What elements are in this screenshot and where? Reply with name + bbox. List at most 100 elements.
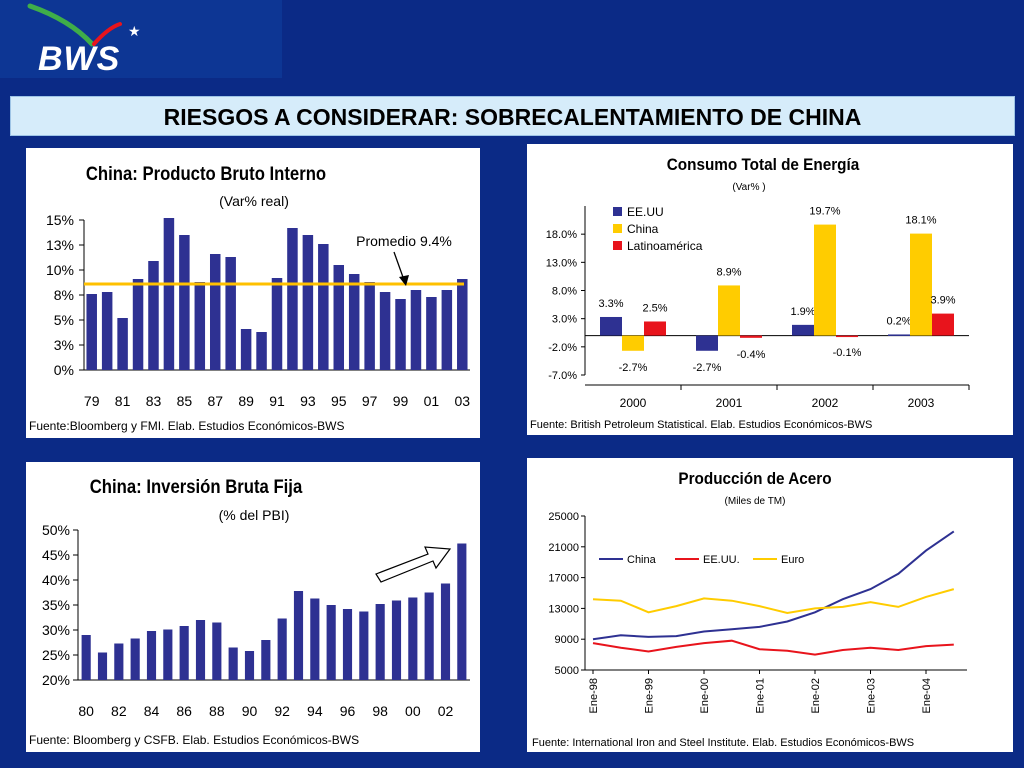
bar xyxy=(441,290,453,370)
chart-energia: Consumo Total de Energía (Var% ) -7.0% -2.0… xyxy=(530,155,970,431)
chart-subtitle: (Var% ) xyxy=(732,182,765,193)
legend-label: China xyxy=(627,222,659,236)
bar-eeuu xyxy=(600,316,622,336)
chart-title: China: Inversión Bruta Fija xyxy=(90,476,303,497)
bar xyxy=(132,279,144,370)
series-line-china xyxy=(592,530,955,641)
bar xyxy=(326,605,336,680)
legend-swatch xyxy=(613,241,622,250)
bar xyxy=(256,332,267,370)
bar xyxy=(130,638,140,680)
bar xyxy=(457,279,468,370)
bar xyxy=(228,647,238,680)
x-tick-label: 93 xyxy=(300,393,316,409)
x-tick-label: 96 xyxy=(340,703,356,719)
bar xyxy=(302,235,314,370)
y-tick-label: 3.0% xyxy=(552,314,577,326)
bar xyxy=(163,629,173,680)
y-tick-label: 21000 xyxy=(548,542,579,554)
annotation-arrow xyxy=(393,251,405,281)
x-tick-label: 87 xyxy=(207,393,223,409)
data-label: 18.1% xyxy=(905,215,936,227)
x-tick-label: 81 xyxy=(115,393,131,409)
bar xyxy=(375,604,385,680)
y-tick-label: 17000 xyxy=(548,573,579,585)
bar xyxy=(379,292,391,370)
logo-swoosh-icon: ★ xyxy=(27,3,141,47)
bar xyxy=(457,543,467,680)
y-tick-label: 25% xyxy=(42,647,70,663)
y-tick-label: -2.0% xyxy=(548,342,577,354)
data-label: 3.3% xyxy=(598,298,623,310)
chart-source: Fuente:Bloomberg y FMI. Elab. Estudios E… xyxy=(29,419,344,433)
legend-label: EE.UU. xyxy=(703,554,740,566)
chart-title: China: Producto Bruto Interno xyxy=(86,163,326,184)
bar xyxy=(426,297,437,370)
chart-subtitle: (Miles de TM) xyxy=(725,496,786,507)
bar xyxy=(424,592,434,680)
y-tick-label: -7.0% xyxy=(548,370,577,382)
bar xyxy=(101,292,113,370)
bar-eeuu xyxy=(888,334,910,336)
bar xyxy=(240,329,252,370)
data-label: 8.9% xyxy=(716,266,741,278)
chart-title: Consumo Total de Energía xyxy=(667,155,860,174)
x-tick-label: 91 xyxy=(269,393,285,409)
legend-label: EE.UU xyxy=(627,205,664,219)
x-tick-label: 01 xyxy=(424,393,440,409)
data-label: -2.7% xyxy=(693,362,722,374)
x-tick-label: 98 xyxy=(372,703,388,719)
y-tick-label: 30% xyxy=(42,622,70,638)
data-label: 1.9% xyxy=(790,306,815,318)
svg-text:★: ★ xyxy=(128,23,141,39)
bar xyxy=(86,294,97,370)
y-tick-label: 9000 xyxy=(555,634,579,646)
x-tick-label: 83 xyxy=(146,393,162,409)
x-tick-label: 2003 xyxy=(908,396,935,410)
x-tick-label: 90 xyxy=(242,703,258,719)
bar xyxy=(391,600,402,680)
bar xyxy=(195,620,206,680)
data-label: 19.7% xyxy=(809,206,840,218)
bar xyxy=(333,265,345,370)
y-tick-label: 18.0% xyxy=(546,229,577,241)
legend-label: Euro xyxy=(781,554,804,566)
bar-eeuu xyxy=(696,335,718,351)
bar xyxy=(148,261,159,370)
bar xyxy=(287,228,298,370)
series-line-euro xyxy=(592,588,955,615)
x-tick-label: Ene-01 xyxy=(755,678,767,713)
bar xyxy=(342,609,353,680)
brand-name: BWS xyxy=(38,40,121,78)
bar-china xyxy=(814,224,836,336)
x-tick-label: 92 xyxy=(274,703,290,719)
y-tick-label: 10% xyxy=(46,262,74,278)
chart-energia-panel: Consumo Total de Energía (Var% ) -7.0% -2.0… xyxy=(527,144,1013,435)
bar xyxy=(179,235,190,370)
chart-subtitle: (Var% real) xyxy=(219,193,289,209)
x-tick-label: 02 xyxy=(438,703,454,719)
bar xyxy=(179,626,189,680)
bar xyxy=(364,282,375,370)
x-tick-label: 80 xyxy=(78,703,94,719)
bar xyxy=(348,274,360,370)
y-tick-label: 45% xyxy=(42,547,70,563)
chart-pbi-panel: China: Producto Bruto Interno (Var% real)… xyxy=(26,148,480,438)
bar xyxy=(310,598,320,680)
legend-swatch xyxy=(613,224,622,233)
chart-acero: Producción de Acero (Miles de TM) 5000 9000… xyxy=(532,469,967,749)
y-tick-label: 15% xyxy=(46,212,74,228)
bar xyxy=(271,278,283,370)
bar-latinoamrica xyxy=(836,335,858,338)
chart-source: Fuente: British Petroleum Statistical. E… xyxy=(530,419,872,431)
y-tick-label: 5000 xyxy=(555,665,579,677)
x-tick-label: 03 xyxy=(454,393,470,409)
x-tick-label: 99 xyxy=(393,393,409,409)
bar xyxy=(359,611,369,680)
bar xyxy=(225,257,236,370)
bar xyxy=(97,652,108,680)
chart-source: Fuente: Bloomberg y CSFB. Elab. Estudios… xyxy=(29,733,359,747)
bar-latinoamrica xyxy=(740,335,762,338)
annotation-arrowhead xyxy=(399,275,409,286)
chart-source: Fuente: International Iron and Steel Ins… xyxy=(532,737,914,749)
